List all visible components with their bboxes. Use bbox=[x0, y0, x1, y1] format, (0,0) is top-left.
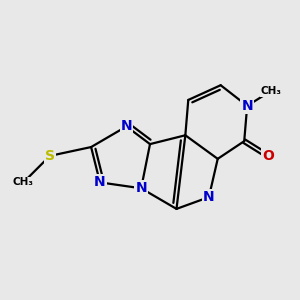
Text: N: N bbox=[94, 176, 106, 189]
Text: N: N bbox=[242, 99, 253, 113]
Text: S: S bbox=[45, 149, 55, 163]
Text: CH₃: CH₃ bbox=[13, 177, 34, 188]
Text: N: N bbox=[121, 119, 132, 134]
Text: O: O bbox=[262, 149, 274, 163]
Text: CH₃: CH₃ bbox=[260, 86, 281, 96]
Text: N: N bbox=[203, 190, 215, 204]
Text: N: N bbox=[135, 181, 147, 195]
